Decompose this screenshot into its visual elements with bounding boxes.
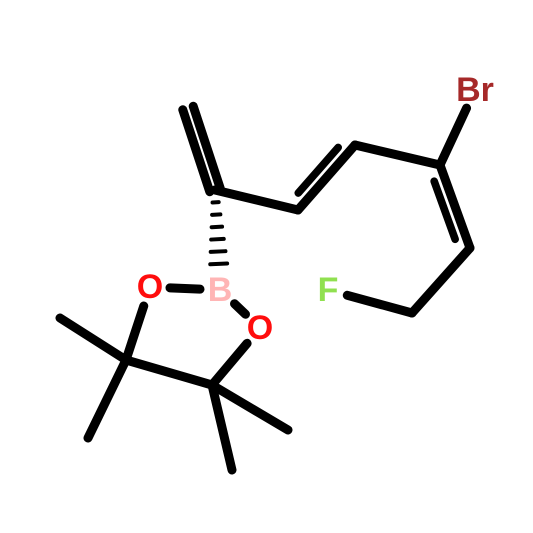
atom-b-label: B (208, 271, 233, 309)
atom-o-label: O (247, 309, 273, 347)
atom-br-label: Br (456, 71, 494, 109)
molecule-diagram: BrFBOO (0, 0, 533, 533)
atom-o-label: O (137, 268, 163, 306)
atom-f-label: F (318, 271, 339, 309)
